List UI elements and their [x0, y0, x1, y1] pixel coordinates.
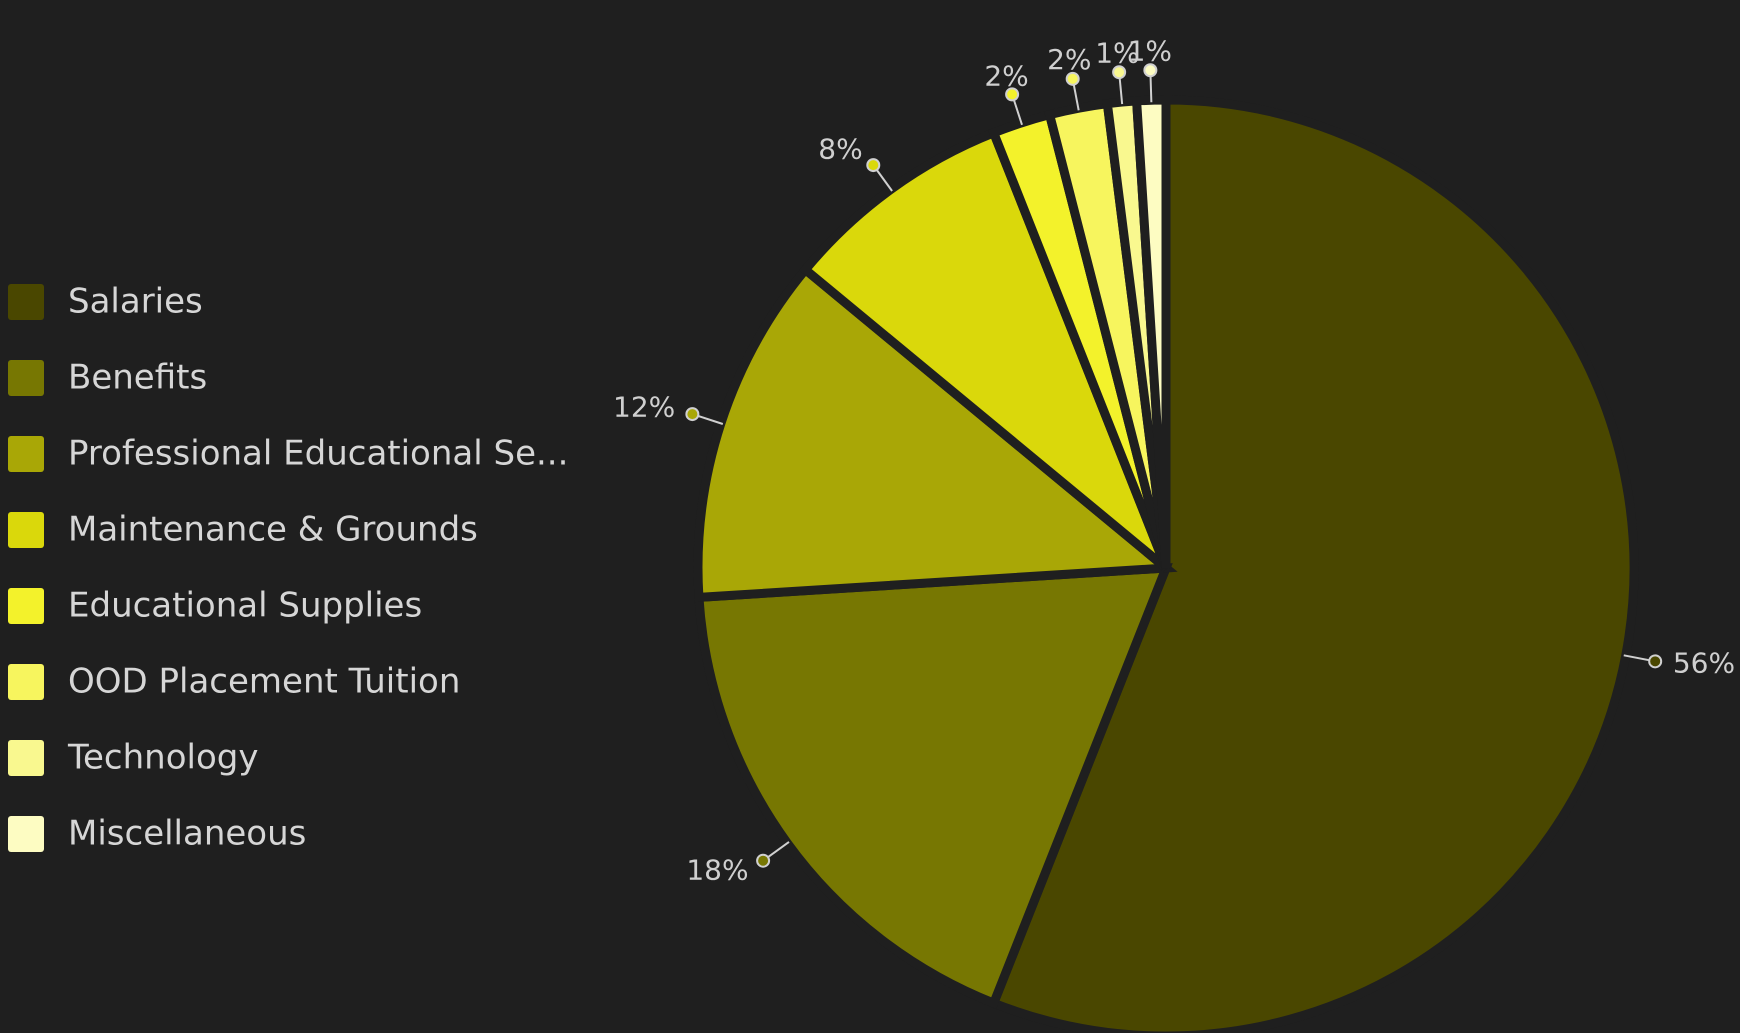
data-label-maintenance-and-grounds: 8% [818, 133, 862, 166]
legend-item-miscellaneous[interactable]: Miscellaneous [8, 814, 306, 854]
pie-slices [693, 95, 1639, 1033]
legend-item-maintenance-and-grounds[interactable]: Maintenance & Grounds [8, 510, 478, 550]
data-label-benefits: 18% [686, 853, 748, 886]
legend-swatch [8, 664, 44, 700]
legend-swatch [8, 512, 44, 548]
legend-item-ood-placement-tuition[interactable]: OOD Placement Tuition [8, 662, 460, 702]
legend-swatch [8, 436, 44, 472]
legend-swatch [8, 588, 44, 624]
legend-label: Professional Educational Se... [68, 434, 568, 474]
legend-swatch [8, 816, 44, 852]
legend-swatch [8, 284, 44, 320]
legend-swatch [8, 740, 44, 776]
legend-item-salaries[interactable]: Salaries [8, 282, 203, 322]
pie-labels: 56%18%12%8%2% 2% 1%1% [613, 34, 1735, 886]
leader-dot-ood-placement-tuition [1065, 71, 1080, 86]
data-label-ood-placement-tuition: 2% [1047, 43, 1091, 76]
legend-label: OOD Placement Tuition [68, 662, 460, 702]
legend: Salaries Benefits Professional Educational… [8, 282, 568, 854]
legend-label: Miscellaneous [68, 814, 306, 854]
legend-label: Benefits [68, 358, 207, 398]
leader-dot-professional-educational-services [685, 407, 700, 422]
legend-label: Educational Supplies [68, 586, 422, 626]
leader-dot-benefits [756, 853, 771, 868]
leader-dot-educational-supplies [1005, 87, 1020, 102]
legend-item-professional-educational-services[interactable]: Professional Educational Se... [8, 434, 568, 474]
data-label-professional-educational-services: 12% [613, 391, 675, 424]
data-label-educational-supplies: 2% [984, 59, 1028, 92]
leader-dot-maintenance-and-grounds [866, 158, 881, 173]
legend-item-educational-supplies[interactable]: Educational Supplies [8, 586, 422, 626]
data-label-technology: 1% [1095, 36, 1139, 69]
leader-dot-technology [1112, 65, 1127, 80]
leader-dot-miscellaneous [1143, 63, 1158, 78]
legend-item-technology[interactable]: Technology [8, 738, 258, 778]
legend-swatch [8, 360, 44, 396]
data-label-miscellaneous: 1% [1128, 34, 1172, 67]
data-label-salaries: 56% [1673, 647, 1735, 680]
legend-label: Technology [67, 738, 258, 778]
legend-item-benefits[interactable]: Benefits [8, 358, 207, 398]
leader-dot-salaries [1648, 654, 1663, 669]
legend-label: Maintenance & Grounds [68, 510, 478, 550]
legend-label: Salaries [68, 282, 203, 322]
